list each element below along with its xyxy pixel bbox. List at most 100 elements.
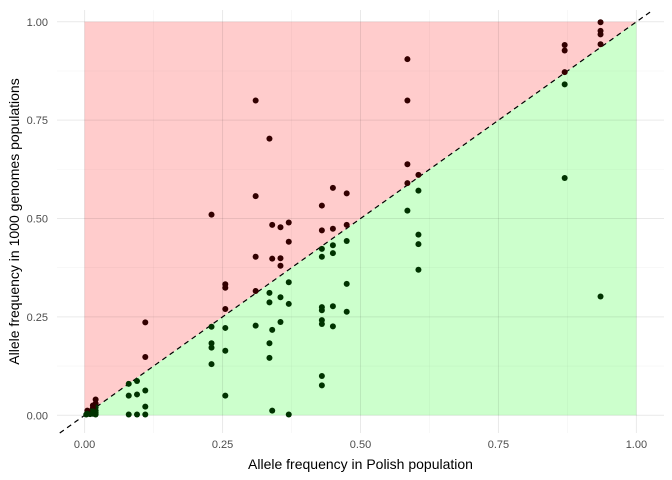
data-point: [329, 323, 336, 330]
data-point: [597, 293, 604, 300]
data-point: [252, 97, 259, 104]
data-point: [277, 319, 284, 326]
data-point: [329, 242, 336, 249]
data-point: [125, 411, 132, 418]
data-point: [285, 300, 292, 307]
data-point: [222, 324, 229, 331]
data-point: [266, 340, 273, 347]
data-point: [318, 253, 325, 260]
data-point: [277, 262, 284, 269]
data-point: [415, 241, 422, 248]
data-point: [318, 227, 325, 234]
data-point: [134, 411, 141, 418]
data-point: [125, 392, 132, 399]
grid-lines: [57, 10, 664, 433]
data-point: [343, 221, 350, 228]
data-point: [415, 231, 422, 238]
data-point: [597, 41, 604, 48]
data-point: [134, 378, 141, 385]
data-point: [318, 202, 325, 209]
data-point: [83, 411, 90, 418]
data-point: [266, 354, 273, 361]
data-point: [415, 171, 422, 178]
reference-line-group: [59, 9, 654, 434]
data-point: [208, 340, 215, 347]
y-tick-label: 1.00: [27, 17, 48, 29]
data-point: [318, 307, 325, 314]
data-point: [266, 135, 273, 142]
data-point: [142, 411, 149, 418]
data-point: [404, 56, 411, 63]
y-tick-labels: 0.00 0.25 0.50 0.75 1.00: [27, 17, 48, 422]
data-point: [597, 19, 604, 26]
data-point: [329, 303, 336, 310]
data-point: [343, 308, 350, 315]
data-point: [597, 31, 604, 38]
data-point: [269, 221, 276, 228]
data-point: [329, 250, 336, 257]
data-point: [343, 237, 350, 244]
data-point: [252, 322, 259, 329]
data-point: [266, 299, 273, 306]
data-point: [329, 225, 336, 232]
data-point: [222, 284, 229, 291]
data-point: [222, 347, 229, 354]
x-tick-label: 0.25: [212, 439, 233, 451]
x-tick-labels: 0.00 0.25 0.50 0.75 1.00: [74, 439, 647, 451]
data-point: [561, 175, 568, 182]
data-point: [285, 411, 292, 418]
y-tick-label: 0.00: [27, 410, 48, 422]
data-point: [285, 279, 292, 286]
x-tick-label: 0.00: [74, 439, 95, 451]
data-point: [318, 245, 325, 252]
data-point: [222, 306, 229, 313]
data-point: [285, 219, 292, 226]
data-point: [561, 47, 568, 54]
data-point: [285, 238, 292, 245]
data-point: [404, 207, 411, 214]
data-point: [277, 224, 284, 231]
data-point: [329, 184, 336, 191]
data-point: [222, 392, 229, 399]
data-point: [343, 280, 350, 287]
data-point: [269, 407, 276, 414]
data-point: [318, 372, 325, 379]
data-point: [208, 361, 215, 368]
data-point: [269, 326, 276, 333]
x-tick-label: 0.75: [488, 439, 509, 451]
data-point: [142, 354, 149, 361]
region-above-diagonal: [84, 21, 637, 416]
data-point: [208, 323, 215, 330]
data-point: [404, 161, 411, 168]
data-point: [415, 187, 422, 194]
data-point: [252, 253, 259, 260]
reference-line: [59, 9, 654, 434]
data-point: [561, 42, 568, 49]
data-point: [404, 97, 411, 104]
data-point: [277, 255, 284, 262]
data-point: [561, 81, 568, 88]
data-point: [415, 266, 422, 273]
data-point: [252, 287, 259, 294]
data-point: [318, 382, 325, 389]
data-point: [269, 255, 276, 262]
y-axis-label: Allele frequency in 1000 genomes populat…: [6, 78, 22, 364]
data-point: [142, 319, 149, 326]
data-point: [142, 387, 149, 394]
data-point: [208, 211, 215, 218]
data-point: [208, 344, 215, 351]
x-axis-label: Allele frequency in Polish population: [248, 456, 473, 472]
data-point: [277, 294, 284, 301]
y-tick-label: 0.50: [27, 214, 48, 226]
data-point: [142, 403, 149, 410]
data-point: [266, 289, 273, 296]
data-points: [83, 19, 604, 418]
x-tick-label: 0.50: [350, 439, 371, 451]
data-point: [134, 391, 141, 398]
data-point: [252, 193, 259, 200]
data-point: [404, 180, 411, 187]
data-point: [561, 69, 568, 76]
y-tick-label: 0.25: [27, 312, 48, 324]
x-tick-label: 1.00: [626, 439, 647, 451]
